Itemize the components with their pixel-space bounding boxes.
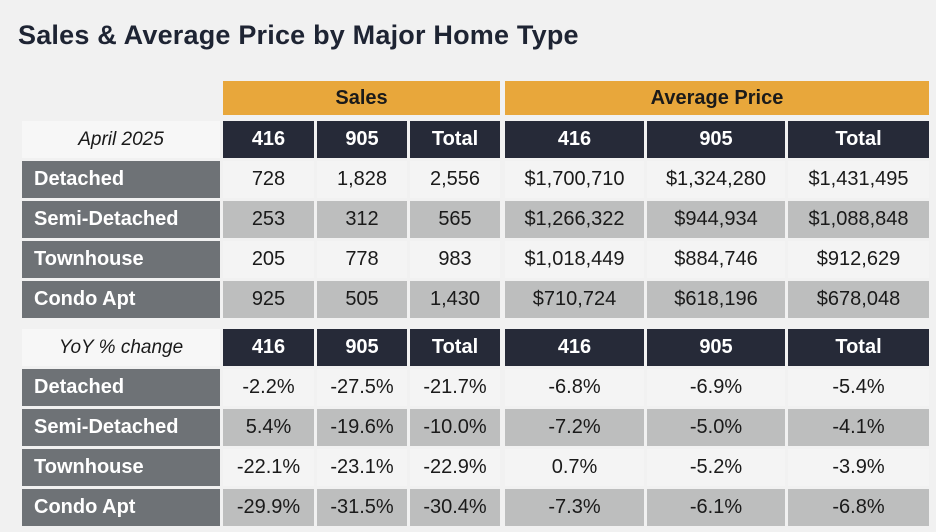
table-cell: -22.1% <box>223 449 314 486</box>
table-label-april-2025: April 2025 <box>22 121 220 158</box>
table-cell: -31.5% <box>317 489 407 526</box>
table-cell: -3.9% <box>788 449 929 486</box>
table-cell: 205 <box>223 241 314 278</box>
column-header-905: 905 <box>647 329 785 366</box>
row-label-condo-apt: Condo Apt <box>22 489 220 526</box>
table-cell: 253 <box>223 201 314 238</box>
row-label-townhouse: Townhouse <box>22 449 220 486</box>
table-cell: -23.1% <box>317 449 407 486</box>
table-cell: 505 <box>317 281 407 318</box>
table-cell: $1,700,710 <box>505 161 644 198</box>
row-label-townhouse: Townhouse <box>22 241 220 278</box>
table-cell: -5.0% <box>647 409 785 446</box>
table-cell: -6.8% <box>505 369 644 406</box>
table-cell: 0.7% <box>505 449 644 486</box>
sales-group-header: Sales <box>223 81 500 115</box>
table-cell: $678,048 <box>788 281 929 318</box>
table-cell: 778 <box>317 241 407 278</box>
table-cell: -27.5% <box>317 369 407 406</box>
table-cell: -22.9% <box>410 449 500 486</box>
column-header-total: Total <box>788 121 929 158</box>
table-cell: $912,629 <box>788 241 929 278</box>
column-header-416: 416 <box>505 329 644 366</box>
average-price-group-header: Average Price <box>505 81 929 115</box>
table-cell: -6.8% <box>788 489 929 526</box>
table-cell: -7.3% <box>505 489 644 526</box>
table-cell: $1,018,449 <box>505 241 644 278</box>
column-header-total: Total <box>788 329 929 366</box>
table-cell: $1,088,848 <box>788 201 929 238</box>
page-title: Sales & Average Price by Major Home Type <box>18 20 579 50</box>
table-cell: 2,556 <box>410 161 500 198</box>
table-cell: 728 <box>223 161 314 198</box>
table-cell: 1,828 <box>317 161 407 198</box>
row-label-detached: Detached <box>22 161 220 198</box>
column-header-416: 416 <box>223 121 314 158</box>
table-cell: -30.4% <box>410 489 500 526</box>
table-cell: $710,724 <box>505 281 644 318</box>
table-cell: -5.4% <box>788 369 929 406</box>
table-cell: $1,266,322 <box>505 201 644 238</box>
table-cell: -7.2% <box>505 409 644 446</box>
table-cell: $1,431,495 <box>788 161 929 198</box>
column-header-416: 416 <box>223 329 314 366</box>
table-cell: -6.9% <box>647 369 785 406</box>
row-label-semi-detached: Semi-Detached <box>22 201 220 238</box>
table-cell: -5.2% <box>647 449 785 486</box>
table-cell: 925 <box>223 281 314 318</box>
row-label-semi-detached: Semi-Detached <box>22 409 220 446</box>
table-cell: -19.6% <box>317 409 407 446</box>
table-cell: -29.9% <box>223 489 314 526</box>
table-cell: $618,196 <box>647 281 785 318</box>
column-header-416: 416 <box>505 121 644 158</box>
table-cell: $1,324,280 <box>647 161 785 198</box>
table-cell: 565 <box>410 201 500 238</box>
row-label-detached: Detached <box>22 369 220 406</box>
table-cell: -10.0% <box>410 409 500 446</box>
column-header-905: 905 <box>317 329 407 366</box>
table-cell: -6.1% <box>647 489 785 526</box>
table-cell: 983 <box>410 241 500 278</box>
column-header-total: Total <box>410 121 500 158</box>
column-header-905: 905 <box>647 121 785 158</box>
column-header-905: 905 <box>317 121 407 158</box>
row-label-condo-apt: Condo Apt <box>22 281 220 318</box>
table-cell: -21.7% <box>410 369 500 406</box>
column-header-total: Total <box>410 329 500 366</box>
table-cell: -4.1% <box>788 409 929 446</box>
table-cell: $944,934 <box>647 201 785 238</box>
table-cell: -2.2% <box>223 369 314 406</box>
table-cell: 312 <box>317 201 407 238</box>
table-cell: $884,746 <box>647 241 785 278</box>
table-label-yoy-change: YoY % change <box>22 329 220 366</box>
table-cell: 5.4% <box>223 409 314 446</box>
table-cell: 1,430 <box>410 281 500 318</box>
